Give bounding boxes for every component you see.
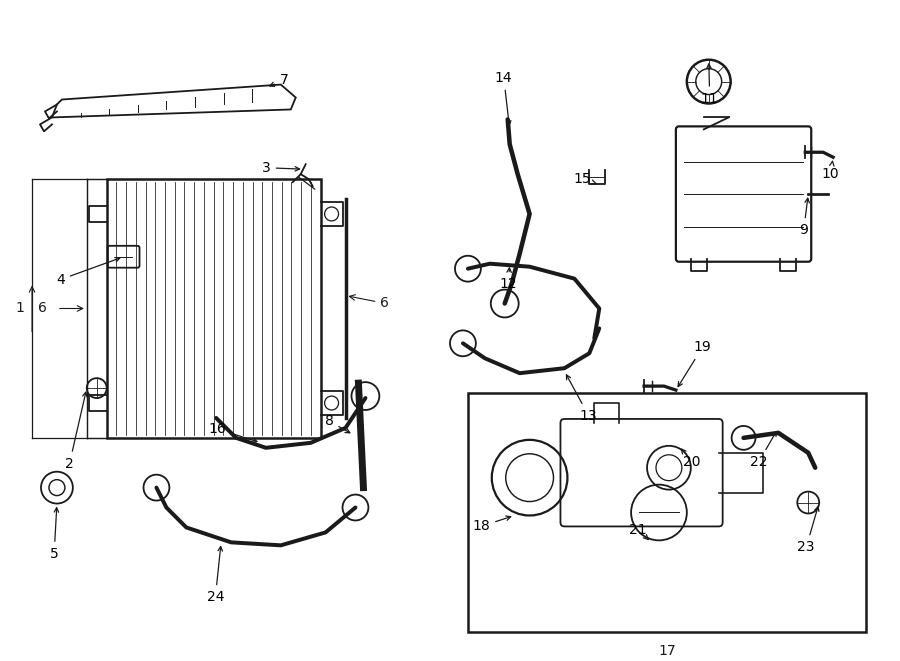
Text: 5: 5: [50, 508, 58, 561]
Text: 3: 3: [262, 161, 300, 175]
Text: 2: 2: [65, 392, 87, 471]
Text: 20: 20: [681, 449, 700, 469]
Text: 4: 4: [56, 258, 120, 287]
Text: 1: 1: [15, 301, 24, 315]
Text: 13: 13: [566, 375, 598, 423]
Text: 8: 8: [325, 414, 350, 433]
Text: 9: 9: [799, 198, 809, 237]
Text: 12: 12: [500, 268, 518, 291]
Text: 6: 6: [349, 295, 389, 310]
Text: 14: 14: [495, 71, 512, 125]
Text: 16: 16: [208, 422, 256, 442]
Text: 22: 22: [750, 432, 777, 469]
Text: 21: 21: [629, 522, 648, 539]
Text: 17: 17: [658, 644, 676, 658]
Text: 6: 6: [38, 301, 47, 315]
Bar: [468, 393, 866, 632]
Text: 23: 23: [797, 506, 819, 555]
Text: 24: 24: [207, 547, 224, 604]
Text: 19: 19: [678, 340, 711, 387]
Text: 11: 11: [701, 64, 718, 106]
Text: 7: 7: [270, 73, 289, 87]
Text: 18: 18: [472, 516, 510, 533]
Bar: [107, 179, 320, 438]
Text: 10: 10: [822, 161, 840, 181]
Text: 15: 15: [573, 172, 597, 186]
